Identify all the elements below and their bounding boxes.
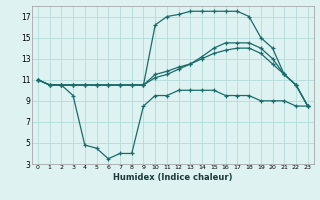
X-axis label: Humidex (Indice chaleur): Humidex (Indice chaleur)	[113, 173, 233, 182]
